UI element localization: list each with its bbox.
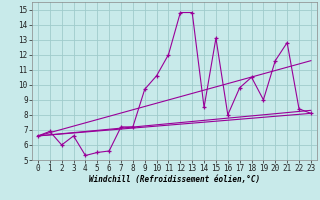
X-axis label: Windchill (Refroidissement éolien,°C): Windchill (Refroidissement éolien,°C)	[89, 175, 260, 184]
